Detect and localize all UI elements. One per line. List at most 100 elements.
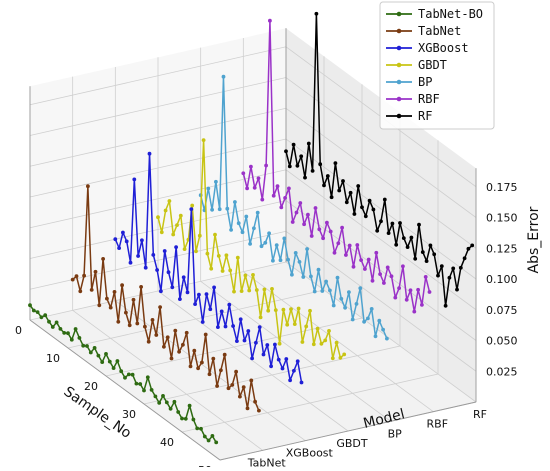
z-tick-label: 0.100 (486, 273, 518, 286)
data-point (369, 307, 374, 311)
data-point (58, 327, 63, 331)
data-point (183, 416, 188, 421)
data-point (273, 342, 277, 347)
data-point (306, 141, 311, 146)
data-point (216, 254, 221, 258)
data-point (319, 341, 324, 346)
data-point (155, 268, 160, 272)
series-line (114, 152, 303, 383)
data-point (254, 340, 258, 345)
legend-label: XGBoost (418, 41, 469, 55)
data-point (162, 344, 166, 349)
data-point (250, 356, 255, 361)
data-point (360, 205, 364, 210)
series-xgboost (113, 151, 304, 385)
data-point (175, 223, 179, 228)
data-point (423, 275, 428, 279)
legend-item: TabNet (386, 24, 461, 38)
data-point (238, 394, 242, 399)
data-point (246, 329, 251, 333)
legend-label: RBF (418, 92, 440, 106)
data-point (236, 221, 241, 226)
data-point (124, 239, 129, 244)
y-tick-label: RF (473, 408, 487, 421)
data-point (427, 290, 432, 294)
data-point (93, 269, 98, 274)
data-point (385, 265, 390, 270)
data-point (245, 186, 250, 191)
data-point (379, 219, 383, 224)
series-line (157, 139, 345, 360)
data-point (333, 161, 338, 166)
data-point (304, 324, 309, 329)
data-point (276, 357, 281, 362)
data-point (101, 257, 105, 261)
data-point (295, 163, 300, 168)
data-point (202, 434, 207, 439)
data-point (305, 247, 309, 251)
data-point (244, 214, 249, 219)
data-point (350, 317, 355, 322)
data-point (312, 289, 317, 294)
data-point (178, 213, 183, 218)
data-point (330, 356, 335, 361)
data-point (347, 290, 351, 294)
data-point (347, 243, 352, 248)
data-point (321, 236, 325, 241)
y-tick-label: BP (388, 427, 403, 440)
data-point (344, 253, 348, 257)
data-point (338, 355, 343, 360)
data-point (239, 289, 244, 293)
legend-item: BP (386, 75, 432, 89)
data-point (342, 352, 347, 357)
data-point (123, 375, 127, 380)
data-point (219, 368, 223, 373)
data-point (132, 177, 137, 182)
data-point (278, 258, 283, 263)
data-point (315, 326, 320, 331)
data-point (210, 434, 215, 438)
data-point (180, 416, 184, 421)
data-point (81, 343, 86, 348)
data-point (334, 340, 339, 345)
data-point (298, 201, 303, 205)
legend-label: BP (418, 75, 432, 89)
data-point (108, 305, 113, 310)
data-point (228, 268, 233, 273)
data-point (381, 327, 385, 332)
data-point (182, 247, 187, 252)
axes-edges (29, 28, 477, 461)
series-bp (198, 74, 389, 341)
series-rf (284, 11, 475, 308)
data-point (201, 138, 206, 143)
tick-labels: 01020304050TabNet-BOTabNetXGBoostGBDTBPR… (15, 181, 518, 471)
data-point (251, 273, 255, 277)
data-point (302, 222, 306, 227)
data-point (382, 281, 386, 285)
data-point (142, 388, 146, 393)
data-point (273, 308, 278, 312)
data-point (373, 334, 378, 339)
data-point (207, 372, 212, 377)
x-tick-label: 30 (122, 408, 136, 421)
data-point (104, 352, 108, 356)
legend-item: GBDT (386, 58, 447, 72)
data-point (306, 212, 310, 217)
data-point (367, 198, 372, 203)
data-point (323, 338, 328, 343)
data-point (348, 190, 353, 195)
right-back-pane (286, 28, 476, 403)
data-point (120, 283, 124, 288)
data-point (284, 149, 288, 154)
data-point (290, 220, 295, 224)
data-point (325, 174, 330, 178)
data-point (197, 292, 201, 297)
data-point (253, 399, 257, 404)
data-point (275, 184, 280, 189)
data-point (54, 320, 59, 325)
data-point (295, 359, 300, 364)
data-point (224, 253, 229, 258)
legend-label: TabNet-BO (418, 7, 483, 21)
data-point (97, 303, 102, 308)
data-point (287, 164, 292, 169)
